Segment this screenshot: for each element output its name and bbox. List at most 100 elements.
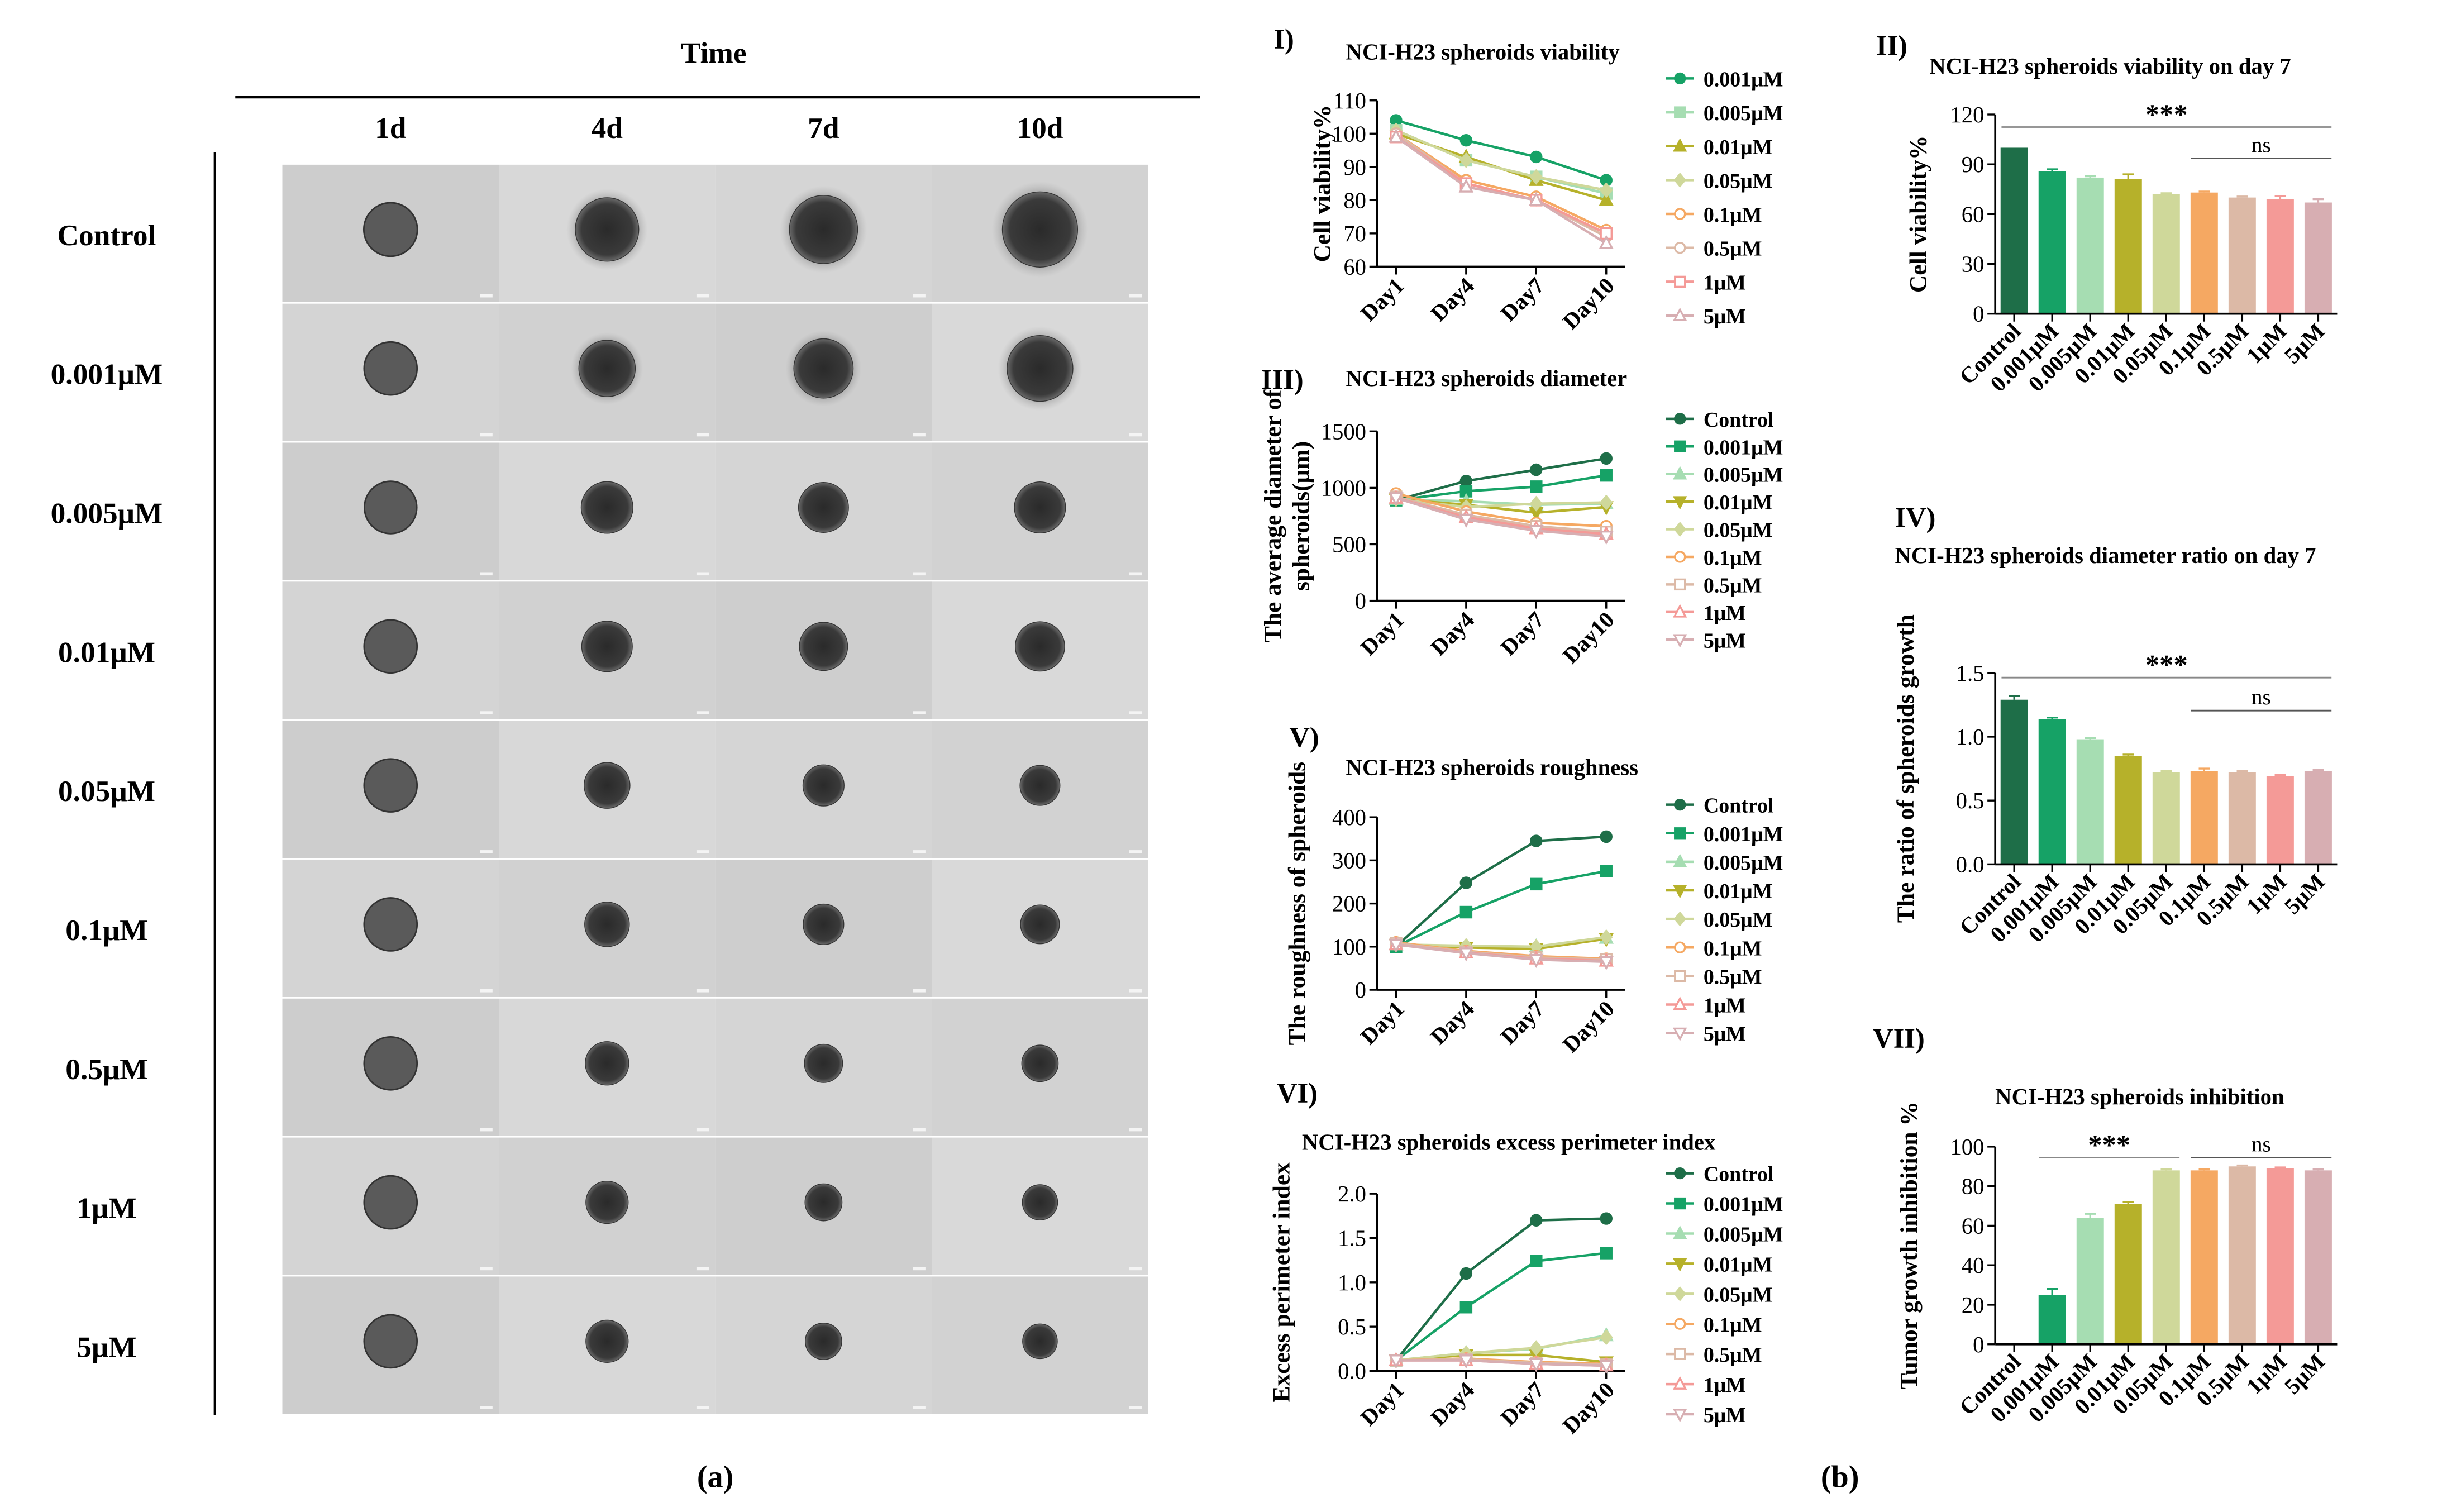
row-label-0-01um: 0.01μM (58, 635, 155, 669)
data-point (1674, 941, 1686, 953)
series-line-0-5um (1395, 495, 1606, 533)
chart-label: III) (1261, 364, 1304, 395)
y-tick-label: 0 (1973, 302, 1984, 327)
y-tick-label: 400 (1332, 805, 1366, 830)
series-line-5um (1395, 136, 1607, 245)
data-point (1674, 1318, 1686, 1330)
data-point (1599, 531, 1614, 545)
series-line-0-1um (1395, 132, 1607, 231)
data-point (1674, 1348, 1686, 1360)
legend-label-1um: 1μM (1704, 1373, 1746, 1397)
legend-label-0-005um: 0.005μM (1704, 851, 1783, 875)
bar-5um (2304, 771, 2332, 865)
scale-bar (480, 433, 493, 437)
data-point (1599, 235, 1614, 250)
y-axis-label: Tumor growth inhibition % (1896, 1101, 1923, 1389)
scale-bar (696, 1128, 709, 1132)
chart-title: NCI-H23 spheroids roughness (1346, 755, 1638, 780)
scale-bar (1129, 711, 1142, 714)
spheroid (584, 902, 630, 947)
x-tick-label: Day10 (1558, 996, 1619, 1057)
data-point (1530, 877, 1543, 891)
chart-VI: VI) NCI-H23 spheroids excess perimeter in… (1268, 1077, 1783, 1438)
data-point (1459, 133, 1473, 147)
y-tick-label: 90 (1343, 155, 1366, 180)
scale-bar (1129, 572, 1142, 576)
y-tick-label: 0 (1355, 977, 1366, 1003)
scale-bar (480, 572, 493, 576)
chart-label: VII) (1873, 1023, 1925, 1054)
scale-bar (913, 1267, 926, 1271)
x-tick-label: Day1 (1356, 1377, 1409, 1431)
scale-bar (696, 850, 709, 853)
y-tick-label: 300 (1332, 848, 1366, 873)
y-axis-label: Cell viability% (1309, 105, 1335, 263)
series-line-control (1395, 1217, 1606, 1361)
spheroid (805, 1323, 842, 1360)
scale-bar (480, 1128, 493, 1132)
x-tick-label: Day4 (1425, 996, 1479, 1050)
chart-V: V) NCI-H23 spheroids roughness 0 100 200 300 4… (1284, 722, 1783, 1058)
bar-0-001um (2038, 171, 2066, 314)
chart-label: I) (1273, 23, 1294, 55)
data-point (1673, 172, 1686, 188)
col-label-4d: 4d (592, 111, 623, 145)
data-point (1674, 106, 1686, 118)
data-point (1600, 865, 1613, 877)
data-point (1530, 150, 1543, 164)
scale-bar (913, 1406, 926, 1410)
data-point (1674, 440, 1686, 452)
y-tick-label: 20 (1962, 1292, 1985, 1318)
y-tick-label: 0.0 (1956, 852, 1985, 877)
data-point (1529, 192, 1544, 206)
y-tick-label: 0.0 (1338, 1359, 1366, 1384)
x-tick-label: 5μM (2279, 869, 2330, 919)
x-tick-label: Day7 (1496, 607, 1549, 661)
legend-label-0-05um: 0.05μM (1704, 1283, 1773, 1306)
significance-ns: ns (2252, 685, 2271, 709)
spheroid (363, 758, 418, 813)
legend-label-1um: 1μM (1704, 602, 1746, 625)
data-point (1674, 1167, 1686, 1180)
bar-0-1um (2190, 1170, 2218, 1344)
scale-bar (480, 294, 493, 298)
significance-ns: ns (2252, 132, 2271, 157)
spheroid (581, 621, 633, 672)
x-tick-label: 5μM (2279, 1349, 2330, 1399)
spheroid (585, 1319, 629, 1363)
spheroid (1022, 1184, 1058, 1220)
data-point (1673, 885, 1687, 899)
x-tick-label: 1μM (2241, 1349, 2292, 1399)
x-tick-label: Day7 (1496, 1377, 1549, 1431)
significance-stars: *** (2145, 650, 2188, 681)
data-point (1530, 1255, 1543, 1267)
spheroid (1020, 904, 1060, 945)
spheroid (1022, 1323, 1058, 1360)
bar-0-001um (2038, 1295, 2066, 1344)
legend-label-0-001um: 0.001μM (1704, 1193, 1783, 1217)
data-point (1458, 513, 1474, 528)
chart-title: NCI-H23 spheroids diameter ratio on day … (1895, 543, 2316, 568)
data-point (1458, 178, 1474, 193)
scale-bar (1129, 433, 1142, 437)
bar-0-005um (2076, 177, 2104, 314)
chart-title: NCI-H23 spheroids excess perimeter index (1302, 1130, 1716, 1155)
data-point (1673, 466, 1687, 480)
scale-bar (696, 433, 709, 437)
data-point (1674, 242, 1686, 254)
series-line-0-05um (1395, 129, 1607, 192)
spheroid (1001, 191, 1079, 268)
chart-IV: IV) NCI-H23 spheroids diameter ratio on d… (1892, 502, 2338, 947)
series-line-0-1um (1395, 492, 1606, 528)
legend-label-control: Control (1704, 1163, 1774, 1186)
bar-control (2000, 147, 2028, 314)
y-tick-label: 60 (1962, 1213, 1985, 1238)
data-point (1673, 522, 1686, 537)
spheroid (1014, 481, 1066, 534)
data-point (1600, 1247, 1613, 1260)
series-line-0-001um (1395, 1252, 1606, 1362)
legend-label-5um: 5μM (1704, 305, 1746, 328)
spheroid (803, 903, 845, 945)
spheroid (585, 1180, 629, 1224)
y-tick-label: 0 (1355, 589, 1366, 614)
